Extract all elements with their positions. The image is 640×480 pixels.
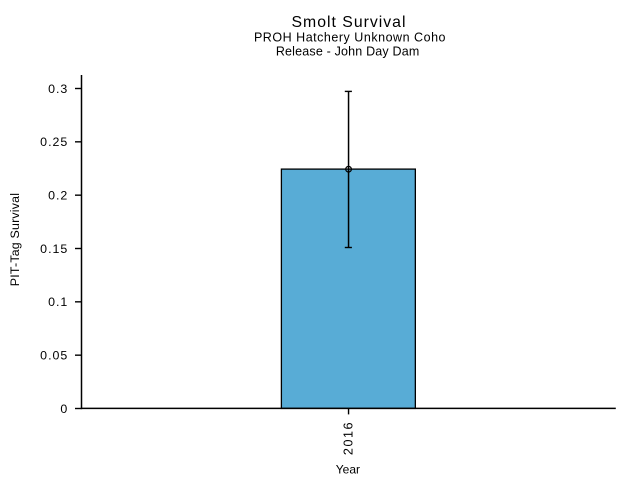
svg-text:PROH Hatchery Unknown Coho: PROH Hatchery Unknown Coho	[254, 31, 446, 45]
svg-text:2016: 2016	[342, 421, 356, 455]
svg-text:Year: Year	[336, 463, 360, 477]
svg-text:0.15: 0.15	[40, 242, 68, 256]
svg-text:Smolt Survival: Smolt Survival	[292, 14, 407, 31]
svg-text:0: 0	[60, 402, 68, 416]
svg-text:0.25: 0.25	[40, 135, 68, 149]
svg-text:0.1: 0.1	[48, 295, 68, 309]
svg-text:PIT-Tag Survival: PIT-Tag Survival	[8, 193, 22, 286]
svg-text:0.3: 0.3	[48, 82, 68, 96]
svg-text:Release - John Day Dam: Release - John Day Dam	[276, 44, 420, 58]
svg-text:0.2: 0.2	[48, 189, 68, 203]
svg-text:0.05: 0.05	[40, 349, 68, 363]
